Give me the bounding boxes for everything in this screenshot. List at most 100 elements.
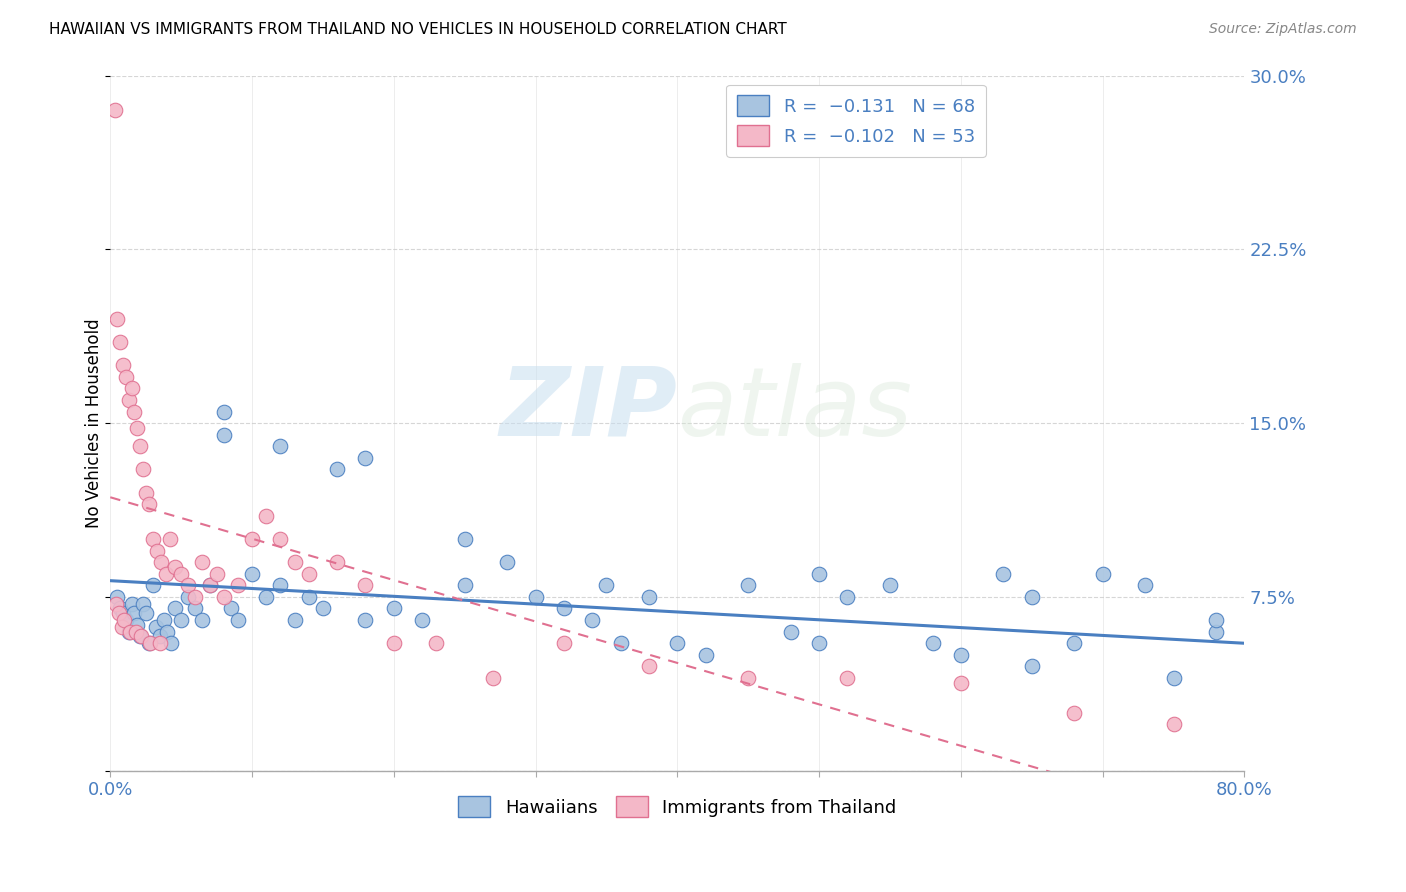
Point — [298, 566, 321, 581]
Point — [737, 671, 759, 685]
Point — [524, 590, 547, 604]
Point — [993, 566, 1015, 581]
Point — [226, 578, 249, 592]
Point — [170, 613, 193, 627]
Point — [198, 578, 221, 592]
Point — [921, 636, 943, 650]
Point — [165, 559, 187, 574]
Text: ZIP: ZIP — [499, 363, 678, 456]
Point — [553, 636, 575, 650]
Point — [454, 578, 477, 592]
Point — [105, 590, 128, 604]
Point — [581, 613, 603, 627]
Point — [112, 358, 135, 372]
Point — [159, 532, 181, 546]
Point — [145, 620, 167, 634]
Point — [198, 578, 221, 592]
Point — [156, 624, 179, 639]
Point — [269, 578, 291, 592]
Point — [212, 590, 235, 604]
Point — [118, 624, 141, 639]
Point — [695, 648, 717, 662]
Point — [115, 369, 138, 384]
Point — [326, 462, 349, 476]
Point — [120, 624, 142, 639]
Point — [254, 508, 277, 523]
Text: atlas: atlas — [678, 363, 912, 456]
Point — [121, 597, 143, 611]
Point — [609, 636, 631, 650]
Point — [153, 613, 176, 627]
Point — [114, 613, 136, 627]
Point — [124, 404, 146, 418]
Point — [105, 311, 128, 326]
Point — [129, 439, 152, 453]
Point — [165, 601, 187, 615]
Point — [411, 613, 433, 627]
Point — [150, 555, 173, 569]
Point — [108, 334, 131, 349]
Legend: Hawaiians, Immigrants from Thailand: Hawaiians, Immigrants from Thailand — [451, 789, 904, 824]
Point — [127, 617, 149, 632]
Point — [879, 578, 901, 592]
Point — [354, 450, 377, 465]
Point — [779, 624, 801, 639]
Point — [226, 613, 249, 627]
Point — [240, 532, 263, 546]
Point — [124, 606, 146, 620]
Point — [312, 601, 335, 615]
Point — [1205, 613, 1227, 627]
Point — [808, 636, 831, 650]
Point — [125, 624, 148, 639]
Point — [146, 543, 169, 558]
Point — [132, 462, 155, 476]
Point — [737, 578, 759, 592]
Point — [298, 590, 321, 604]
Point — [115, 613, 138, 627]
Point — [1133, 578, 1156, 592]
Point — [595, 578, 617, 592]
Point — [177, 590, 200, 604]
Point — [496, 555, 519, 569]
Point — [638, 659, 661, 673]
Point — [108, 601, 131, 615]
Point — [837, 590, 859, 604]
Point — [240, 566, 263, 581]
Point — [219, 601, 242, 615]
Point — [1091, 566, 1114, 581]
Point — [382, 601, 405, 615]
Point — [121, 381, 143, 395]
Point — [1063, 636, 1085, 650]
Point — [553, 601, 575, 615]
Point — [135, 606, 157, 620]
Text: Source: ZipAtlas.com: Source: ZipAtlas.com — [1209, 22, 1357, 37]
Point — [104, 597, 127, 611]
Point — [129, 629, 152, 643]
Point — [354, 613, 377, 627]
Point — [112, 606, 135, 620]
Point — [1063, 706, 1085, 720]
Point — [212, 427, 235, 442]
Point — [107, 606, 129, 620]
Point — [837, 671, 859, 685]
Point — [212, 404, 235, 418]
Point — [269, 532, 291, 546]
Point — [284, 613, 307, 627]
Point — [170, 566, 193, 581]
Point — [354, 578, 377, 592]
Point — [205, 566, 228, 581]
Point — [254, 590, 277, 604]
Point — [138, 636, 160, 650]
Point — [131, 629, 153, 643]
Point — [425, 636, 447, 650]
Point — [132, 597, 155, 611]
Point — [482, 671, 505, 685]
Point — [666, 636, 689, 650]
Point — [382, 636, 405, 650]
Point — [155, 566, 177, 581]
Point — [177, 578, 200, 592]
Point — [138, 497, 160, 511]
Point — [638, 590, 661, 604]
Point — [1205, 624, 1227, 639]
Point — [269, 439, 291, 453]
